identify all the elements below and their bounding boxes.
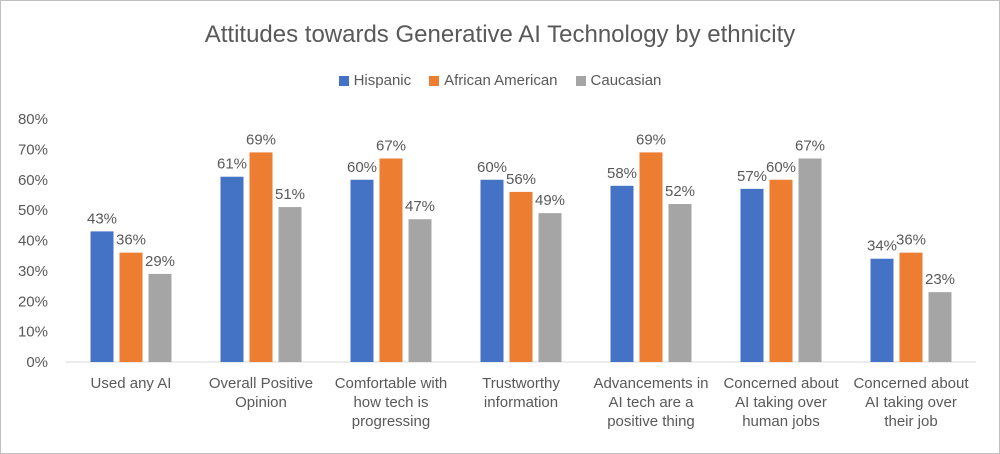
bar — [509, 191, 533, 362]
x-tick-label: Concerned about — [723, 375, 839, 392]
x-tick-label: how tech is — [353, 394, 428, 411]
data-label: 51% — [275, 186, 305, 203]
y-tick-label: 70% — [18, 141, 48, 158]
chart-title: Attitudes towards Generative AI Technolo… — [204, 21, 796, 48]
bar — [798, 158, 822, 362]
bar — [639, 152, 663, 362]
x-tick-label: Opinion — [235, 394, 287, 411]
legend-label: African American — [444, 72, 558, 89]
x-tick-label: Overall Positive — [209, 375, 313, 392]
data-label: 61% — [217, 156, 247, 173]
bar — [480, 179, 504, 362]
x-tick-label: Trustworthy — [482, 375, 560, 392]
x-tick-label: AI taking over — [735, 394, 827, 411]
data-label: 52% — [665, 183, 695, 200]
data-label: 29% — [145, 253, 175, 270]
data-label: 47% — [405, 198, 435, 215]
y-tick-label: 50% — [18, 202, 48, 219]
data-label: 57% — [737, 168, 767, 185]
legend-swatch — [429, 75, 440, 86]
x-tick-label: Concerned about — [853, 375, 969, 392]
y-tick-label: 0% — [26, 354, 48, 371]
data-label: 23% — [925, 271, 955, 288]
bar — [90, 231, 114, 362]
legend: Hispanic African American Caucasian — [1, 72, 999, 89]
bar — [379, 158, 403, 362]
x-tick-label: progressing — [352, 413, 430, 430]
data-label: 56% — [506, 171, 536, 188]
data-label: 36% — [116, 232, 146, 249]
x-tick-label: AI tech are a — [608, 394, 694, 411]
x-tick-label: human jobs — [742, 413, 820, 430]
bar — [249, 152, 273, 362]
bar — [148, 273, 172, 362]
bar — [408, 219, 432, 362]
bar — [928, 292, 952, 362]
bar — [668, 204, 692, 362]
data-label: 69% — [246, 131, 276, 148]
bar — [870, 258, 894, 362]
data-label: 36% — [896, 232, 926, 249]
y-tick-label: 20% — [18, 293, 48, 310]
data-label: 67% — [795, 137, 825, 154]
bar — [740, 188, 764, 362]
bar — [119, 252, 143, 362]
y-tick-label: 10% — [18, 324, 48, 341]
bar — [538, 213, 562, 362]
x-tick-label: Used any AI — [91, 375, 172, 392]
x-tick-label: Comfortable with — [335, 375, 448, 392]
data-label: 49% — [535, 192, 565, 209]
bar — [899, 252, 923, 362]
bar — [350, 179, 374, 362]
x-tick-label: positive thing — [607, 413, 695, 430]
y-tick-label: 40% — [18, 233, 48, 250]
y-tick-label: 30% — [18, 263, 48, 280]
y-tick-label: 60% — [18, 172, 48, 189]
data-label: 69% — [636, 131, 666, 148]
data-label: 60% — [766, 159, 796, 176]
legend-item: Caucasian — [575, 72, 662, 89]
bar — [278, 207, 302, 362]
x-tick-label: information — [484, 394, 558, 411]
bar — [610, 185, 634, 362]
data-label: 60% — [347, 159, 377, 176]
bar — [220, 176, 244, 362]
x-tick-label: AI taking over — [865, 394, 957, 411]
legend-item: Hispanic — [338, 72, 412, 89]
data-label: 34% — [867, 238, 897, 255]
data-label: 58% — [607, 165, 637, 182]
data-label: 60% — [477, 159, 507, 176]
bar — [769, 179, 793, 362]
data-label: 67% — [376, 137, 406, 154]
legend-label: Caucasian — [590, 72, 662, 89]
data-label: 43% — [87, 210, 117, 227]
x-tick-label: Advancements in — [593, 375, 708, 392]
legend-swatch — [575, 75, 586, 86]
y-tick-label: 80% — [18, 111, 48, 128]
x-tick-label: their job — [884, 413, 937, 430]
legend-swatch — [338, 75, 349, 86]
legend-label: Hispanic — [353, 72, 412, 89]
legend-item: African American — [429, 72, 558, 89]
